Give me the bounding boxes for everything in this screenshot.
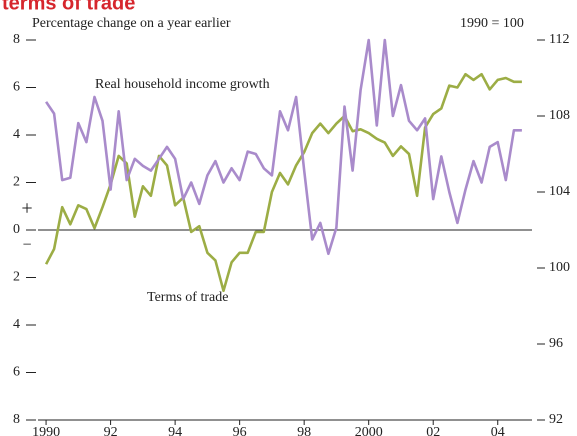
y-tick-label: 8 — [13, 32, 20, 47]
series-label: Real household income growth — [95, 77, 270, 92]
y2-tick-label: 104 — [549, 184, 570, 199]
y-tick-label: 4 — [13, 127, 20, 142]
series-line — [45, 38, 522, 256]
subtitle: Percentage change on a year earlier — [32, 16, 231, 31]
x-tick-label: 2000 — [355, 425, 383, 436]
series-label: Terms of trade — [147, 290, 228, 305]
y-tick-label: 6 — [13, 80, 20, 95]
y2-tick-label: 92 — [549, 412, 563, 427]
y2-tick-label: 100 — [549, 260, 570, 275]
x-tick-label: 1990 — [32, 425, 60, 436]
x-tick-label: 04 — [491, 425, 505, 436]
y-tick-label: 4 — [13, 317, 20, 332]
y-tick-label: 2 — [13, 270, 20, 285]
x-tick-label: 02 — [426, 425, 440, 436]
y-tick-label: 2 — [13, 175, 20, 190]
x-tick-label: 96 — [233, 425, 247, 436]
y2-tick-label: 112 — [549, 32, 569, 47]
y2-tick-label: 96 — [549, 336, 563, 351]
x-tick-label: 94 — [168, 425, 182, 436]
y-tick-label: 8 — [13, 412, 20, 427]
minus-sign: − — [22, 237, 31, 254]
y-tick-label: 6 — [13, 365, 20, 380]
x-tick-label: 92 — [104, 425, 118, 436]
plus-sign: + — [21, 198, 32, 220]
y2-tick-label: 108 — [549, 108, 570, 123]
y2-axis-label: 1990 = 100 — [460, 16, 524, 31]
x-tick-label: 98 — [297, 425, 311, 436]
series-line — [44, 72, 522, 293]
y-tick-label: 0 — [13, 222, 20, 237]
chart-title: terms of trade — [2, 0, 135, 14]
